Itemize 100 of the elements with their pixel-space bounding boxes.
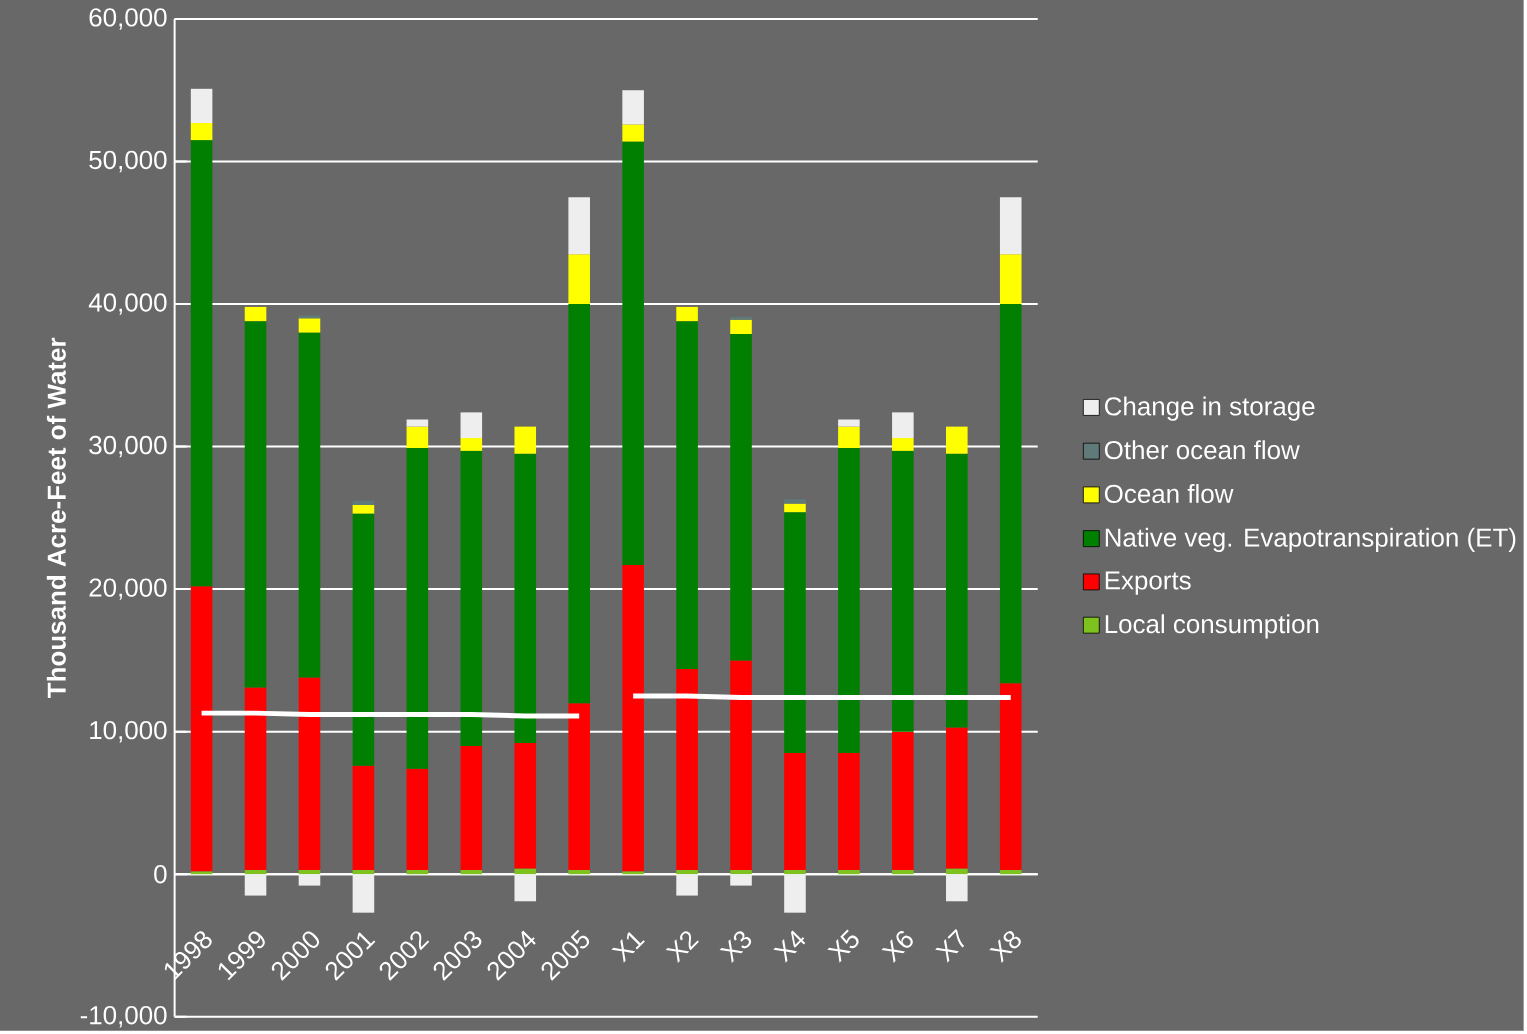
bar xyxy=(784,869,806,875)
bar xyxy=(730,333,752,661)
bar xyxy=(514,426,537,454)
bar xyxy=(730,319,752,334)
legend-label: Ocean flow xyxy=(1104,483,1234,503)
x-tick-label: X1 xyxy=(611,932,645,963)
x-tick-label: X3 xyxy=(719,931,752,963)
bar xyxy=(622,90,644,125)
y-tick-label: 30,000 xyxy=(89,435,167,458)
bar xyxy=(460,412,483,438)
bar xyxy=(352,874,375,913)
bar xyxy=(622,564,644,872)
bar xyxy=(676,306,698,322)
bar xyxy=(946,874,968,902)
y-tick-label: 0 xyxy=(154,864,167,884)
bar xyxy=(676,869,698,875)
bar xyxy=(568,303,590,704)
legend-label: Local consumption xyxy=(1105,614,1319,639)
bar xyxy=(892,437,914,451)
bar xyxy=(568,703,590,870)
bar xyxy=(999,683,1022,870)
bar xyxy=(244,869,267,875)
bar xyxy=(244,306,267,322)
bar xyxy=(406,447,429,769)
x-tick-label: X4 xyxy=(773,930,806,963)
bar xyxy=(946,868,968,875)
legend-label: Native veg. Evapotranspiration (ET) xyxy=(1105,527,1516,552)
bar xyxy=(406,869,429,875)
bar xyxy=(784,752,806,870)
bar xyxy=(784,499,806,504)
y-tick-label: 50,000 xyxy=(89,150,167,173)
x-tick-label: X2 xyxy=(665,931,699,963)
y-tick-label: 10,000 xyxy=(90,720,167,743)
bar xyxy=(838,447,860,753)
bar xyxy=(730,660,752,870)
bar xyxy=(568,197,590,255)
bar xyxy=(784,503,806,513)
bar xyxy=(892,450,914,732)
legend-label: Exports xyxy=(1105,571,1191,595)
y-tick-label: 40,000 xyxy=(88,293,167,315)
bar xyxy=(298,315,321,319)
bar xyxy=(406,419,429,427)
bar xyxy=(838,426,860,448)
bar xyxy=(838,869,860,875)
bar xyxy=(622,871,644,875)
bar xyxy=(622,141,644,565)
bar xyxy=(514,453,537,744)
bar xyxy=(999,197,1022,255)
bar xyxy=(946,453,968,728)
bar xyxy=(244,687,267,870)
bar xyxy=(190,871,213,875)
bar xyxy=(244,874,267,896)
bar xyxy=(999,254,1022,304)
bar xyxy=(406,426,429,448)
bar xyxy=(676,321,698,669)
bar xyxy=(622,124,644,142)
bar xyxy=(514,874,537,902)
bar xyxy=(406,768,429,870)
bar xyxy=(190,586,213,872)
legend-label: Change in storage xyxy=(1105,396,1315,421)
bar xyxy=(190,122,213,141)
bar xyxy=(838,419,860,427)
bar xyxy=(352,500,375,505)
y-tick-label: 20,000 xyxy=(89,578,167,600)
bar xyxy=(352,504,375,514)
bar xyxy=(999,869,1022,875)
bar xyxy=(460,437,483,451)
bar xyxy=(730,316,752,320)
bar xyxy=(460,869,483,875)
bar xyxy=(784,874,806,913)
bar xyxy=(460,450,483,746)
bar xyxy=(730,874,752,886)
legend-label: Other ocean flow xyxy=(1104,440,1300,460)
bar xyxy=(946,727,968,869)
bar xyxy=(946,426,968,454)
x-tick-label: X7 xyxy=(935,928,965,963)
bar xyxy=(784,512,806,753)
bar xyxy=(676,874,698,896)
bar xyxy=(298,874,321,886)
bar xyxy=(999,303,1022,684)
x-tick-label: X6 xyxy=(881,931,913,963)
bar xyxy=(838,752,860,870)
bar xyxy=(568,254,590,304)
bar xyxy=(352,513,375,766)
bar xyxy=(892,412,914,438)
bar xyxy=(568,869,590,875)
bar xyxy=(298,332,321,678)
y-tick-label: 60,000 xyxy=(89,8,167,30)
bar xyxy=(460,745,483,870)
bar xyxy=(190,88,213,123)
bar xyxy=(514,868,537,875)
bar xyxy=(352,869,375,875)
bar xyxy=(298,869,321,875)
bar xyxy=(514,743,537,869)
bar xyxy=(298,318,321,333)
bar xyxy=(244,321,267,688)
bar xyxy=(298,677,321,870)
bar xyxy=(892,731,914,870)
bar xyxy=(190,140,213,587)
y-axis-title: Thousand Acre-Feet of Water xyxy=(46,337,66,698)
